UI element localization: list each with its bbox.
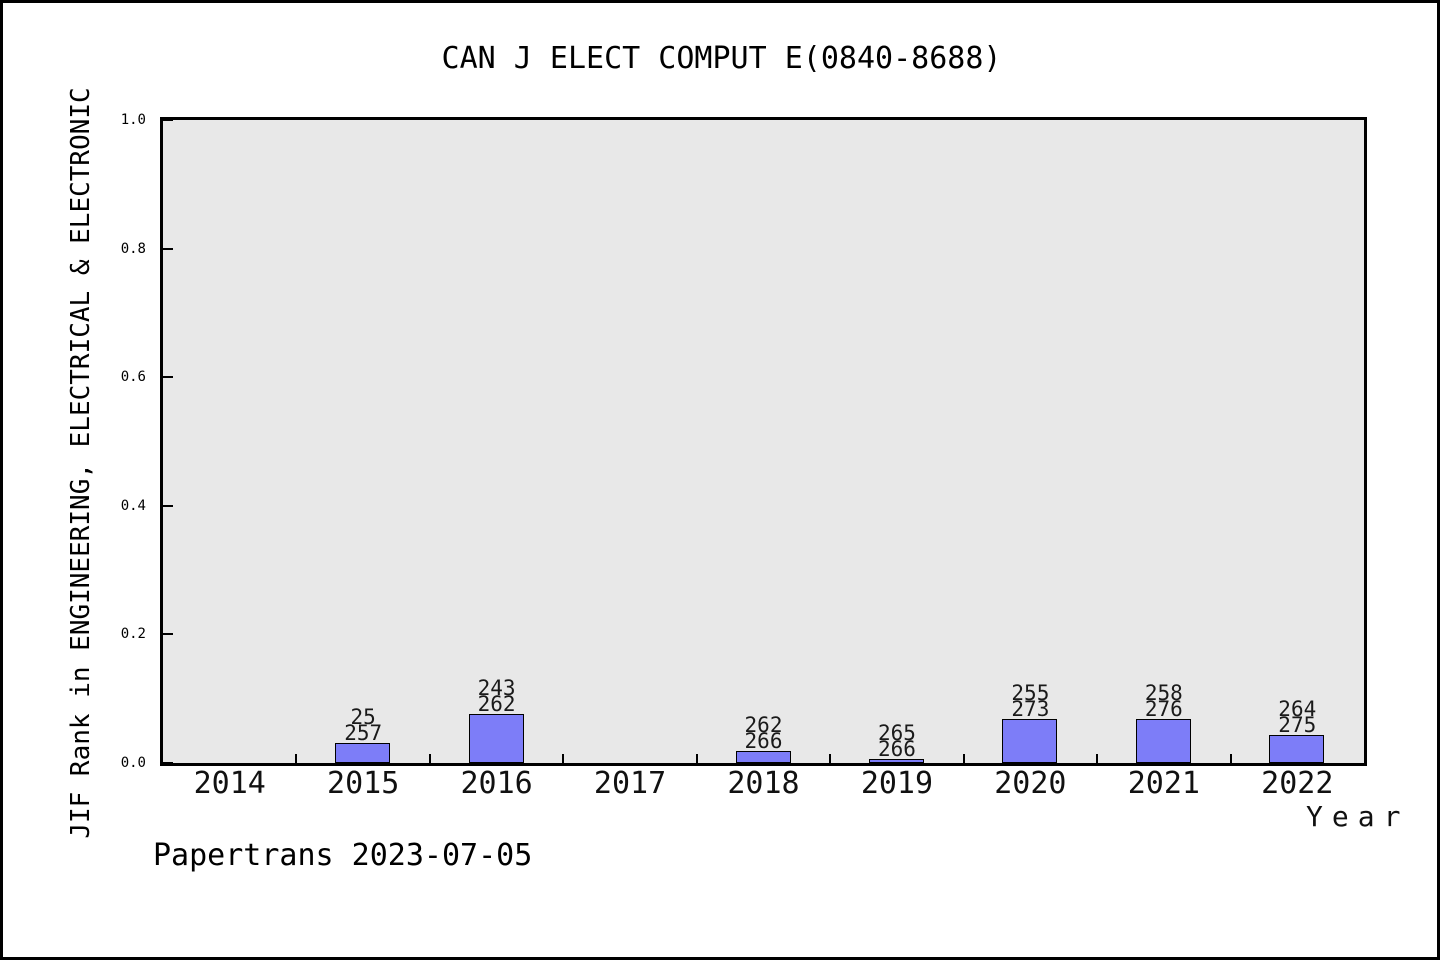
x-tick-label: 2018 (727, 766, 800, 801)
bar-label-total: 276 (1144, 697, 1183, 721)
bar (735, 751, 791, 763)
bar-label-total: 273 (1011, 697, 1050, 721)
y-tick (163, 762, 173, 764)
x-tick (1096, 754, 1099, 763)
x-tick (1229, 754, 1232, 763)
x-tick-label: 2019 (860, 766, 934, 801)
bar-label: 265 266 (852, 721, 942, 761)
bar-label-total: 266 (744, 729, 783, 753)
bar-label: 255 273 (985, 681, 1075, 721)
bar-label: 243 262 (452, 676, 542, 716)
x-tick-label: 2020 (994, 766, 1067, 801)
y-tick-label: 0.8 (120, 240, 146, 257)
y-tick-label: 0.4 (120, 497, 146, 514)
bar-label-total: 262 (477, 692, 516, 716)
bar-label-rank: 265 (877, 721, 916, 745)
y-tick-label: 0.2 (120, 626, 146, 643)
bar-label: 264 275 (1252, 697, 1342, 737)
y-tick-label: 0.0 (120, 755, 146, 771)
y-tick (163, 633, 173, 636)
bar-label-total: 275 (1278, 713, 1317, 737)
x-axis-title: Year (1306, 800, 1410, 833)
footer-watermark: Papertrans 2023-07-05 (153, 838, 533, 873)
bar-label: 258 276 (1119, 681, 1209, 721)
y-tick-label: 0.6 (120, 369, 146, 386)
bar-label-total: 257 (344, 721, 383, 745)
bar-label-rank: 262 (744, 713, 783, 737)
bar-label-rank: 255 (1011, 681, 1050, 705)
x-tick (428, 754, 431, 763)
y-tick-label: 1.0 (120, 112, 146, 128)
bar (468, 714, 524, 763)
bar-label-rank: 25 (350, 705, 376, 729)
y-tick (163, 504, 173, 507)
x-tick (295, 754, 298, 763)
chart-title: CAN J ELECT COMPUT E(0840-8688) (441, 41, 1002, 76)
y-axis-label: JIF Rank in ENGINEERING, ELECTRICAL & EL… (66, 87, 96, 839)
bar-label-rank: 264 (1278, 697, 1317, 721)
bar (1002, 719, 1058, 763)
bar-label: 262 266 (719, 713, 809, 753)
x-tick (962, 754, 965, 763)
bar (1135, 719, 1191, 763)
y-tick (163, 376, 173, 379)
bar-label-rank: 243 (477, 676, 516, 700)
bar-label-rank: 258 (1144, 681, 1183, 705)
x-tick-label: 2022 (1261, 766, 1334, 801)
x-tick-label: 2015 (327, 766, 400, 801)
x-tick-label: 2021 (1127, 766, 1200, 801)
x-tick-label: 2016 (460, 766, 533, 801)
x-tick (562, 754, 565, 763)
bar-label-total: 266 (877, 737, 916, 761)
x-tick-label: 2017 (593, 766, 667, 801)
x-tick-label: 2014 (193, 766, 266, 801)
bar (335, 743, 391, 763)
x-tick (829, 754, 832, 763)
y-tick (163, 247, 173, 250)
x-tick (695, 754, 698, 763)
plot-area: 25 257 243 262 262 266 265 266 255 273 258 276 264 27… (160, 117, 1367, 766)
y-tick (163, 119, 173, 121)
bar-label: 25 257 (318, 705, 408, 745)
bar (868, 759, 924, 763)
bar (1269, 735, 1325, 763)
